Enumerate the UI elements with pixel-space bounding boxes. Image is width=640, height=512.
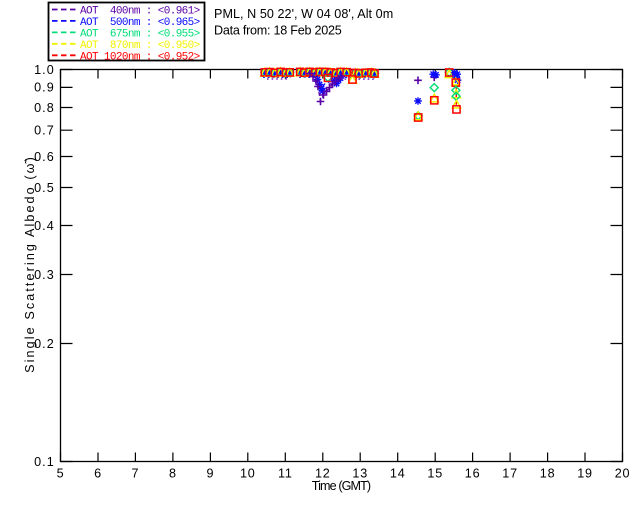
svg-text:Time (GMT): Time (GMT): [312, 479, 371, 493]
svg-text:9: 9: [206, 467, 214, 481]
svg-text:5: 5: [57, 467, 65, 481]
svg-text:Data from: 18 Feb 2025: Data from: 18 Feb 2025: [214, 24, 342, 38]
svg-text:AOT 870nm : <0.950>: AOT 870nm : <0.950>: [80, 40, 200, 52]
svg-text:0.5: 0.5: [34, 181, 55, 195]
svg-text:13: 13: [352, 467, 368, 481]
svg-text:20: 20: [615, 467, 631, 481]
svg-text:0.1: 0.1: [34, 455, 55, 469]
svg-text:AOT 675nm : <0.955>: AOT 675nm : <0.955>: [80, 29, 200, 41]
svg-text:17: 17: [502, 467, 518, 481]
svg-text:18: 18: [540, 467, 556, 481]
svg-text:AOT 500nm : <0.965>: AOT 500nm : <0.965>: [80, 17, 200, 29]
svg-text:1.0: 1.0: [34, 63, 55, 77]
svg-text:0.4: 0.4: [34, 219, 55, 233]
svg-text:8: 8: [169, 467, 177, 481]
svg-text:0.8: 0.8: [34, 101, 55, 115]
svg-text:6: 6: [94, 467, 102, 481]
svg-text:7: 7: [131, 467, 139, 481]
svg-text:0.3: 0.3: [34, 268, 55, 282]
svg-text:PML, N 50 22', W 04 08', Alt 0: PML, N 50 22', W 04 08', Alt 0m: [214, 7, 393, 21]
svg-text:11: 11: [278, 467, 293, 481]
svg-text:0.6: 0.6: [34, 150, 55, 164]
svg-text:10: 10: [240, 467, 256, 481]
svg-text:12: 12: [315, 467, 331, 481]
svg-text:AOT 1020nm : <0.952>: AOT 1020nm : <0.952>: [80, 52, 200, 64]
svg-text:15: 15: [427, 467, 443, 481]
svg-text:AOT 400nm : <0.961>: AOT 400nm : <0.961>: [80, 6, 200, 18]
svg-text:Single Scattering Albedo (ω̃): Single Scattering Albedo (ω̃): [23, 155, 37, 373]
svg-text:14: 14: [390, 467, 406, 481]
svg-text:0.2: 0.2: [34, 337, 55, 351]
svg-text:0.7: 0.7: [34, 124, 55, 138]
svg-text:19: 19: [577, 467, 593, 481]
svg-text:0.9: 0.9: [34, 81, 55, 95]
svg-text:16: 16: [465, 467, 481, 481]
